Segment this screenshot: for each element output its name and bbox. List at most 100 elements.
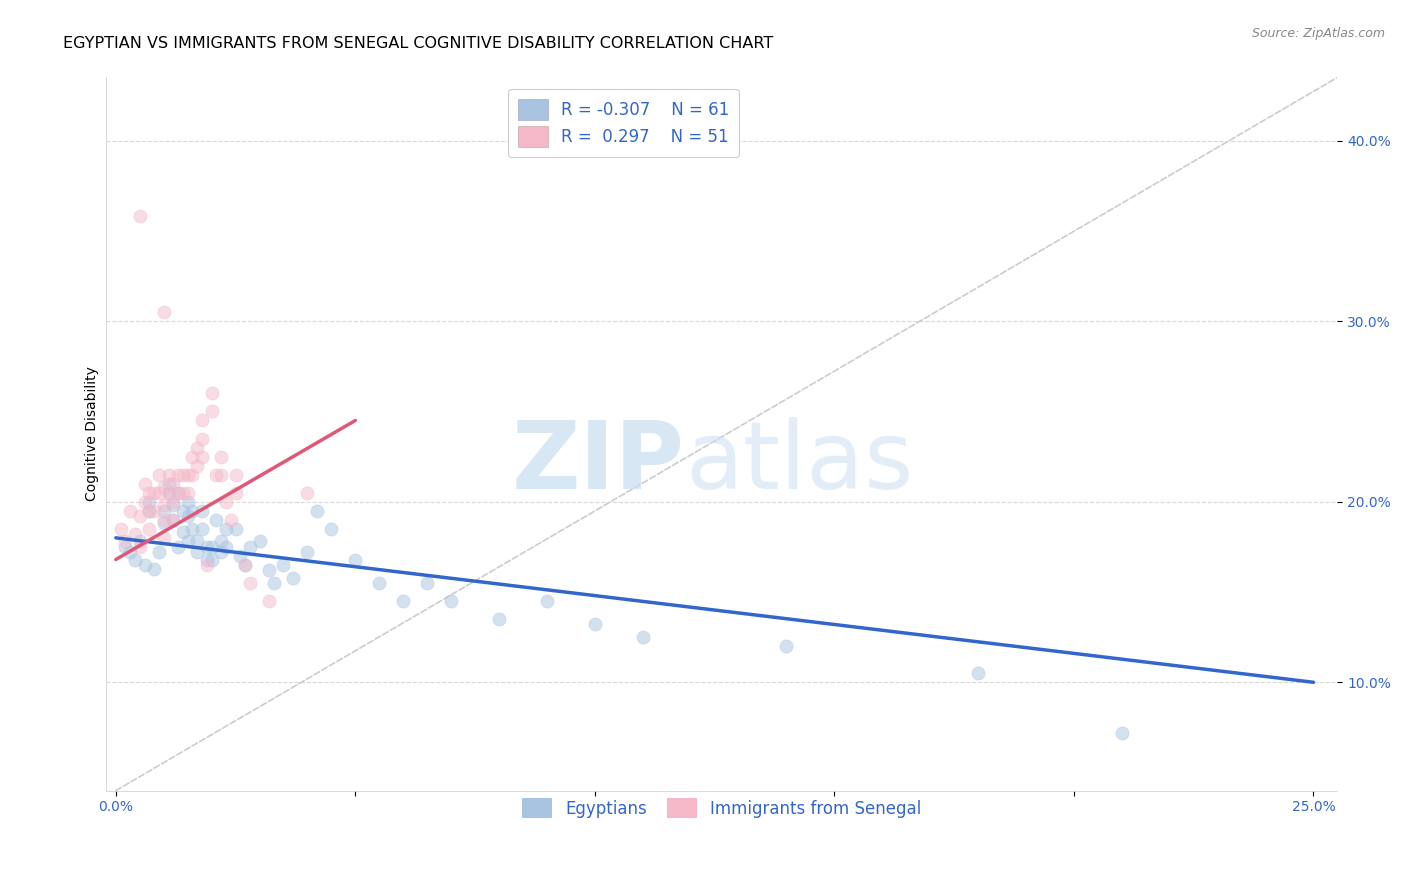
Point — [205, 513, 228, 527]
Point — [172, 504, 194, 518]
Point — [162, 476, 184, 491]
Point — [176, 467, 198, 482]
Point — [257, 563, 280, 577]
Point — [157, 467, 180, 482]
Point — [215, 522, 238, 536]
Legend: Egyptians, Immigrants from Senegal: Egyptians, Immigrants from Senegal — [516, 791, 928, 825]
Point — [201, 404, 224, 418]
Point — [191, 504, 214, 518]
Text: EGYPTIAN VS IMMIGRANTS FROM SENEGAL COGNITIVE DISABILITY CORRELATION CHART: EGYPTIAN VS IMMIGRANTS FROM SENEGAL COGN… — [63, 36, 773, 51]
Point — [167, 485, 190, 500]
Point — [143, 504, 166, 518]
Point — [176, 509, 198, 524]
Point — [195, 552, 218, 566]
Point — [128, 210, 150, 224]
Point — [148, 545, 170, 559]
Point — [536, 594, 558, 608]
Point — [209, 467, 232, 482]
Point — [152, 305, 174, 319]
Point — [775, 639, 797, 653]
Point — [344, 552, 367, 566]
Point — [368, 576, 391, 591]
Point — [233, 558, 256, 572]
Point — [152, 516, 174, 531]
Point — [209, 450, 232, 464]
Point — [201, 552, 224, 566]
Point — [186, 458, 208, 473]
Point — [229, 549, 252, 563]
Point — [181, 467, 204, 482]
Point — [162, 499, 184, 513]
Point — [967, 666, 990, 681]
Point — [1111, 726, 1133, 740]
Point — [143, 485, 166, 500]
Point — [138, 522, 160, 536]
Point — [124, 552, 146, 566]
Point — [321, 522, 343, 536]
Point — [134, 494, 156, 508]
Point — [215, 540, 238, 554]
Point — [225, 485, 247, 500]
Point — [152, 499, 174, 513]
Point — [219, 513, 242, 527]
Text: ZIP: ZIP — [512, 417, 685, 508]
Point — [176, 494, 198, 508]
Point — [215, 494, 238, 508]
Point — [162, 494, 184, 508]
Point — [148, 485, 170, 500]
Point — [195, 558, 218, 572]
Point — [191, 450, 214, 464]
Point — [152, 513, 174, 527]
Point — [120, 504, 142, 518]
Point — [186, 545, 208, 559]
Point — [124, 527, 146, 541]
Point — [239, 540, 262, 554]
Point — [181, 504, 204, 518]
Point — [209, 545, 232, 559]
Point — [263, 576, 285, 591]
Point — [148, 467, 170, 482]
Point — [128, 540, 150, 554]
Point — [392, 594, 415, 608]
Point — [583, 617, 606, 632]
Point — [152, 504, 174, 518]
Point — [209, 534, 232, 549]
Point — [138, 504, 160, 518]
Point — [297, 485, 319, 500]
Text: atlas: atlas — [685, 417, 912, 508]
Point — [181, 450, 204, 464]
Y-axis label: Cognitive Disability: Cognitive Disability — [86, 367, 100, 501]
Point — [134, 476, 156, 491]
Point — [162, 513, 184, 527]
Point — [201, 540, 224, 554]
Point — [138, 485, 160, 500]
Point — [120, 545, 142, 559]
Point — [488, 612, 510, 626]
Point — [167, 467, 190, 482]
Point — [239, 576, 262, 591]
Point — [225, 467, 247, 482]
Point — [138, 494, 160, 508]
Point — [172, 485, 194, 500]
Point — [152, 531, 174, 545]
Point — [167, 540, 190, 554]
Point — [416, 576, 439, 591]
Point — [191, 413, 214, 427]
Point — [631, 630, 654, 644]
Point — [157, 485, 180, 500]
Point — [172, 525, 194, 540]
Text: Source: ZipAtlas.com: Source: ZipAtlas.com — [1251, 27, 1385, 40]
Point — [176, 534, 198, 549]
Point — [157, 476, 180, 491]
Point — [249, 534, 271, 549]
Point — [167, 485, 190, 500]
Point — [201, 386, 224, 401]
Point — [281, 570, 304, 584]
Point — [225, 522, 247, 536]
Point — [195, 540, 218, 554]
Point — [305, 504, 328, 518]
Point — [162, 513, 184, 527]
Point — [191, 432, 214, 446]
Point — [128, 509, 150, 524]
Point — [181, 522, 204, 536]
